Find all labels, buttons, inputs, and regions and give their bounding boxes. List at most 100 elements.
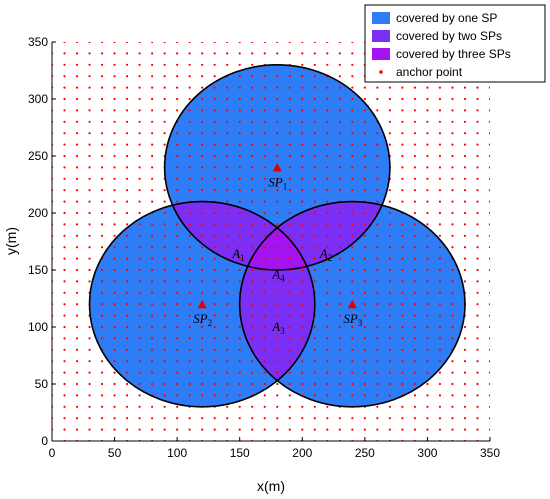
anchor-point	[451, 189, 454, 192]
anchor-point	[100, 42, 104, 44]
coverage-circle-edges	[88, 63, 466, 408]
anchor-point	[63, 200, 66, 203]
anchor-point	[301, 42, 304, 44]
anchor-point	[338, 417, 341, 420]
anchor-point	[151, 120, 154, 123]
anchor-point	[138, 132, 141, 135]
anchor-point	[426, 154, 429, 158]
legend-label: anchor point	[396, 65, 463, 79]
anchor-point	[426, 371, 429, 374]
anchor-point	[276, 371, 279, 374]
sp1-label: SP1	[268, 174, 287, 191]
anchor-point	[488, 109, 490, 112]
anchor-point	[338, 223, 341, 226]
anchor-point	[488, 132, 490, 135]
anchor-point	[488, 200, 490, 203]
anchor-point	[338, 97, 341, 101]
anchor-point	[113, 154, 116, 158]
anchor-point	[388, 246, 391, 249]
anchor-point	[125, 120, 129, 123]
anchor-point	[75, 268, 79, 272]
anchor-point	[113, 120, 116, 123]
anchor-point	[363, 337, 366, 340]
anchor-point	[176, 86, 179, 89]
anchor-point	[163, 234, 166, 237]
anchor-point	[426, 211, 429, 215]
anchor-point	[463, 132, 467, 135]
anchor-point	[125, 211, 129, 215]
anchor-point	[176, 280, 179, 283]
anchor-point	[288, 348, 291, 351]
anchor-point	[276, 360, 279, 363]
anchor-point	[388, 86, 391, 89]
anchor-point	[288, 280, 291, 283]
anchor-point	[301, 234, 304, 237]
anchor-point	[151, 360, 154, 363]
anchor-point	[301, 325, 304, 329]
anchor-point	[163, 428, 166, 431]
anchor-point	[363, 189, 366, 192]
sp3-marker	[347, 299, 357, 309]
anchor-point	[451, 109, 454, 112]
anchor-point	[313, 405, 316, 408]
anchor-point	[176, 405, 179, 408]
anchor-point	[488, 154, 490, 158]
anchor-point	[238, 246, 241, 249]
sp2-marker	[197, 299, 207, 309]
anchor-point	[75, 337, 79, 340]
anchor-point	[138, 154, 141, 158]
anchor-point	[163, 314, 166, 317]
coverage-circle-sp1	[163, 63, 391, 271]
anchor-point	[125, 280, 129, 283]
anchor-point	[63, 132, 66, 135]
anchor-point	[276, 223, 279, 226]
anchor-point	[238, 360, 241, 363]
anchor-point	[100, 337, 104, 340]
anchor-point	[163, 75, 166, 78]
anchor-point	[88, 371, 91, 374]
anchor-point	[226, 97, 229, 101]
anchor-point	[451, 200, 454, 203]
anchor-point	[75, 75, 79, 78]
anchor-point	[63, 211, 66, 215]
anchor-point	[476, 303, 479, 306]
anchor-point	[201, 314, 204, 317]
anchor-point	[151, 291, 154, 294]
anchor-point	[426, 166, 429, 169]
anchor-point	[488, 268, 490, 272]
anchor-point	[201, 86, 204, 89]
anchor-point	[351, 63, 354, 66]
anchor-point	[376, 86, 379, 89]
anchor-point	[488, 394, 490, 397]
anchor-point	[238, 166, 241, 169]
anchor-point	[426, 382, 429, 386]
anchor-point	[413, 405, 417, 408]
anchor-point	[413, 154, 417, 158]
anchor-point	[401, 337, 404, 340]
anchor-point	[151, 223, 154, 226]
anchor-point	[88, 154, 91, 158]
anchor-point	[251, 417, 254, 420]
anchor-point	[163, 246, 166, 249]
anchor-point	[163, 268, 166, 272]
anchor-point	[363, 177, 366, 180]
anchor-point	[363, 223, 366, 226]
anchor-point	[201, 360, 204, 363]
anchor-point	[451, 268, 454, 272]
anchor-point	[338, 189, 341, 192]
anchor-point	[238, 211, 241, 215]
anchor-point	[238, 189, 241, 192]
anchor-point	[488, 86, 490, 89]
anchor-point	[338, 75, 341, 78]
anchor-point	[351, 154, 354, 158]
anchor-point	[401, 257, 404, 260]
anchor-point	[426, 234, 429, 237]
anchor-point	[438, 257, 442, 260]
anchor-point	[426, 303, 429, 306]
anchor-point	[176, 348, 179, 351]
anchor-point	[176, 189, 179, 192]
anchor-point	[226, 223, 229, 226]
anchor-point	[100, 325, 104, 329]
anchor-point	[63, 325, 66, 329]
anchor-point	[213, 166, 216, 169]
